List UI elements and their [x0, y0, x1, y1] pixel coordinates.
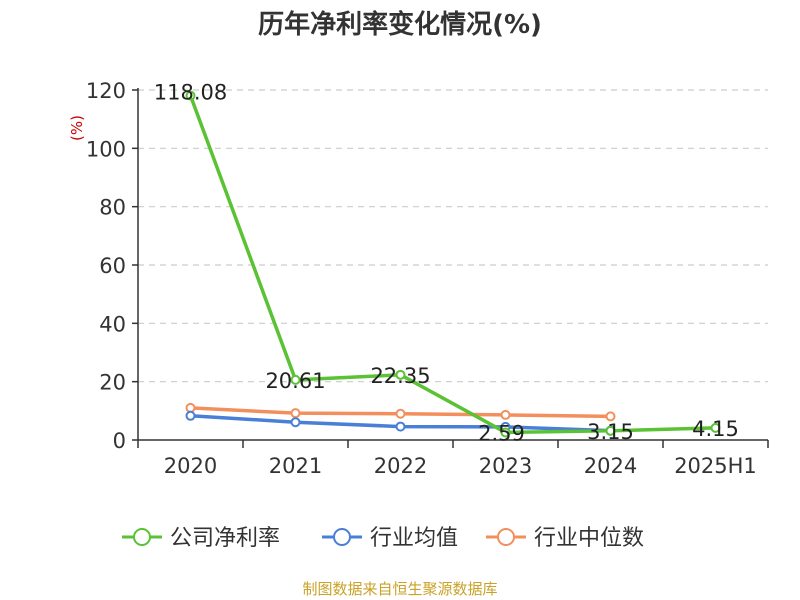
grid-layer: [138, 89, 768, 383]
data-point: [185, 402, 196, 413]
legend-label: 行业均值: [370, 526, 458, 551]
data-point: [395, 408, 406, 419]
data-point: [395, 369, 406, 380]
data-label: 118.08: [154, 81, 227, 105]
data-point: [185, 410, 196, 421]
data-label: 22.35: [370, 364, 430, 388]
axis-layer: 0 20 40 60 80 100 120(%) 2020 2021 2022 2023 2024 20…: [68, 79, 769, 478]
y-tick-label: 120: [86, 79, 126, 103]
legend-label: 公司净利率: [170, 526, 280, 551]
y-tick-label: 20: [99, 371, 126, 395]
series-line: [188, 94, 716, 435]
data-point: [290, 408, 301, 419]
data-point: [500, 409, 511, 420]
legend-swatch-marker: [333, 528, 351, 546]
x-tick-label: 2021: [269, 454, 322, 478]
data-point: [395, 421, 406, 432]
data-point: [605, 425, 616, 436]
y-tick-label: 80: [99, 196, 126, 220]
data-point: [290, 417, 301, 428]
x-tick-label: 2025H1: [674, 454, 757, 478]
series-layer: [185, 90, 721, 438]
x-tick-label: 2020: [164, 454, 217, 478]
legend-swatch-marker: [497, 528, 515, 546]
y-tick-label: 100: [86, 137, 126, 161]
data-point: [290, 374, 301, 385]
chart-title: 历年净利率变化情况(%): [258, 10, 542, 40]
x-tick-label: 2023: [479, 454, 532, 478]
y-axis-label: (%): [68, 115, 86, 141]
y-tick-label: 40: [99, 312, 126, 336]
data-label: 20.61: [265, 369, 325, 393]
data-point: [185, 90, 196, 101]
data-label-layer: 118.08 20.61 22.35 2.59 3.15 4.15: [154, 81, 739, 446]
data-label: 4.15: [692, 417, 739, 441]
data-label: 2.59: [478, 421, 525, 445]
legend: 公司净利率 行业均值 行业中位数: [122, 526, 644, 551]
y-tick-label: 60: [99, 254, 126, 278]
data-point: [710, 422, 721, 433]
y-tick-label: 0: [113, 429, 126, 453]
legend-swatch-marker: [133, 528, 151, 546]
data-label: 3.15: [587, 420, 634, 444]
data-point: [605, 411, 616, 422]
legend-label: 行业中位数: [534, 526, 644, 551]
source-note: 制图数据来自恒生聚源数据库: [302, 580, 498, 598]
x-tick-label: 2022: [374, 454, 427, 478]
data-point: [500, 427, 511, 438]
x-tick-label: 2024: [584, 454, 637, 478]
